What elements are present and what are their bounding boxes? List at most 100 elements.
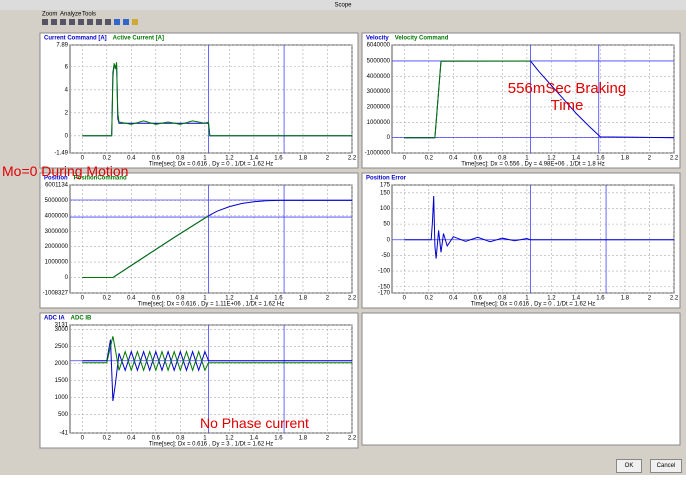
legend-entry: Position Error [366, 176, 407, 182]
x-tick-label: 1.8 [299, 296, 308, 302]
y-tick-label: 6040000 [367, 43, 391, 49]
tool-icon[interactable] [69, 19, 75, 25]
y-tick-label: 50 [383, 222, 390, 228]
y-tick-label: 4000000 [367, 74, 391, 80]
tool-icon[interactable] [60, 19, 66, 25]
plot-area [69, 184, 353, 294]
y-tick-label: -1000000 [365, 151, 391, 157]
legend-entry: Velocity [366, 36, 389, 42]
y-tick-label: 5000000 [45, 198, 69, 204]
annotation: 556mSec Braking Time [507, 80, 627, 114]
x-tick-label: 1 [203, 156, 207, 162]
x-tick-label: 1.4 [572, 156, 581, 162]
x-tick-label: 2.2 [670, 296, 679, 302]
tool-icon[interactable] [87, 19, 93, 25]
x-tick-label: 1.6 [596, 156, 605, 162]
x-tick-label: 1.8 [621, 156, 630, 162]
x-tick-label: 0.4 [449, 156, 458, 162]
y-tick-label: 5000000 [367, 59, 391, 65]
x-tick-label: 0.6 [152, 296, 161, 302]
toolbar [42, 19, 138, 25]
x-tick-label: 0.8 [176, 436, 185, 442]
y-tick-label: 2000000 [367, 105, 391, 111]
tool-icon[interactable] [96, 19, 102, 25]
cancel-button[interactable]: Cancel [650, 459, 682, 473]
x-tick-label: 0.6 [152, 156, 161, 162]
y-tick-label: 0 [65, 133, 69, 139]
x-tick-label: 0 [403, 156, 407, 162]
x-tick-label: 1.2 [547, 296, 556, 302]
y-tick-label: -100 [378, 269, 391, 275]
x-tick-label: 2.2 [348, 296, 357, 302]
tool-icon[interactable] [51, 19, 57, 25]
x-tick-label: 2.2 [670, 156, 679, 162]
legend-entry: Position [44, 176, 68, 182]
x-tick-label: 1.2 [225, 436, 234, 442]
tool-icon[interactable] [123, 19, 129, 25]
tool-icon[interactable] [42, 19, 48, 25]
ok-button[interactable]: OK [616, 459, 642, 473]
x-axis-label: Time[sec]: Dx = 0.556 , Dy = 4.98E+06 , … [461, 162, 605, 168]
x-tick-label: 0.8 [176, 296, 185, 302]
tool-icon[interactable] [114, 19, 120, 25]
y-tick-label: 1000000 [367, 120, 391, 126]
x-tick-label: 0.4 [127, 436, 136, 442]
y-tick-label: 3131 [55, 323, 69, 329]
menu-item[interactable]: Tools [82, 12, 96, 18]
tool-icon[interactable] [105, 19, 111, 25]
x-tick-label: 2 [648, 156, 652, 162]
annotation: Mo=0 During Motion [2, 163, 129, 179]
x-tick-label: 1.6 [274, 156, 283, 162]
x-tick-label: 0.2 [103, 156, 112, 162]
y-tick-label: 6 [65, 64, 69, 70]
x-axis-label: Time[sec]: Dx = 0.616 , Dy = 3 , 1/Dt = … [149, 442, 273, 448]
y-tick-label: 7.89 [56, 43, 68, 49]
x-tick-label: 0.6 [474, 156, 483, 162]
y-tick-label: 0 [387, 135, 391, 141]
tool-icon[interactable] [132, 19, 138, 25]
x-tick-label: 1.6 [274, 296, 283, 302]
x-tick-label: 1.4 [250, 296, 259, 302]
x-tick-label: 2 [326, 156, 330, 162]
tool-icon[interactable] [78, 19, 84, 25]
x-tick-label: 0.8 [498, 156, 507, 162]
y-tick-label: 150 [380, 190, 391, 196]
x-tick-label: 0.8 [498, 296, 507, 302]
x-tick-label: 0.6 [474, 296, 483, 302]
x-tick-label: 0 [403, 296, 407, 302]
x-tick-label: 1.8 [621, 296, 630, 302]
menu-item[interactable]: Zoom [42, 12, 57, 18]
x-tick-label: 2.2 [348, 156, 357, 162]
y-tick-label: 1000000 [45, 260, 69, 266]
y-tick-label: -150 [378, 284, 391, 290]
x-tick-label: 0.2 [103, 296, 112, 302]
x-tick-label: 0.4 [127, 296, 136, 302]
y-tick-label: 2000000 [45, 244, 69, 250]
x-tick-label: 1.4 [572, 296, 581, 302]
x-axis-label: Time[sec]: Dx = 0.616 , Dy = 0 , 1/Dt = … [471, 302, 595, 308]
y-tick-label: 4 [65, 87, 69, 93]
legend-entry: ADC IB [71, 316, 92, 322]
legend-entry: Current Command [A] [44, 36, 107, 42]
plot-area [69, 324, 353, 434]
x-tick-label: 0 [81, 296, 85, 302]
y-tick-label: 175 [380, 183, 391, 189]
x-tick-label: 0.2 [425, 156, 434, 162]
x-tick-label: 2 [326, 436, 330, 442]
x-tick-label: 0.8 [176, 156, 185, 162]
plot-area [391, 184, 675, 294]
x-tick-label: 1.2 [225, 296, 234, 302]
x-tick-label: 0 [81, 156, 85, 162]
x-tick-label: 2.2 [348, 436, 357, 442]
y-tick-label: 0 [387, 237, 391, 243]
y-tick-label: 1500 [55, 378, 69, 384]
x-tick-label: 1.4 [250, 156, 259, 162]
y-tick-label: 1000 [55, 395, 69, 401]
x-tick-label: 0.2 [103, 436, 112, 442]
y-tick-label: 3000 [55, 327, 69, 333]
x-axis-label: Time[sec]: Dx = 0.616 , Dy = 0 , 1/Dt = … [149, 162, 273, 168]
y-tick-label: 2000 [55, 361, 69, 367]
menu-item[interactable]: Analyze [60, 12, 82, 18]
x-tick-label: 0 [81, 436, 85, 442]
